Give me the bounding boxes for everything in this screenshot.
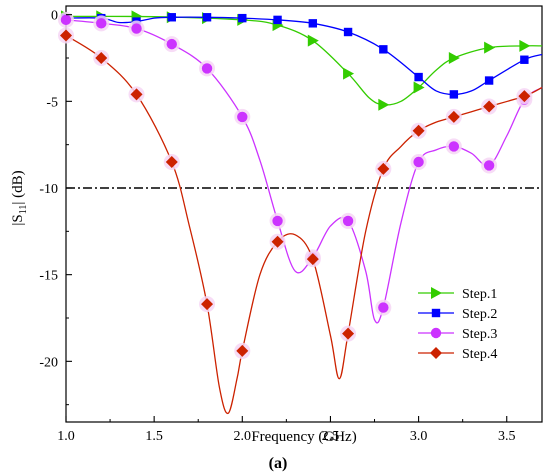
data-point <box>60 29 72 42</box>
plot-frame <box>65 5 543 423</box>
legend-marker <box>430 347 442 359</box>
data-point <box>271 235 284 248</box>
y-axis-title-tail: | (dB) <box>10 170 26 204</box>
data-point <box>378 302 389 313</box>
legend-marker <box>431 308 441 318</box>
data-point <box>483 100 496 113</box>
data-point <box>343 67 355 80</box>
legend-item-4: Step.4 <box>418 347 497 362</box>
data-point <box>166 38 177 50</box>
legend-marker <box>430 327 442 339</box>
data-point <box>201 298 214 311</box>
data-point <box>202 13 212 22</box>
x-tick-label: 3.0 <box>410 429 428 444</box>
x-tick-label: 2.0 <box>234 429 252 444</box>
legend-item-1: Step.1 <box>418 287 497 302</box>
data-point <box>484 41 496 54</box>
legend-item-2: Step.2 <box>418 307 497 322</box>
legend-label: Step.1 <box>462 287 497 302</box>
data-point <box>96 18 107 29</box>
data-point <box>308 19 318 28</box>
legend-marker <box>431 287 442 299</box>
data-point <box>413 156 424 168</box>
data-point <box>165 156 178 168</box>
y-axis-title-main: |S <box>10 214 26 225</box>
data-point <box>447 110 460 123</box>
plot-area <box>65 5 543 423</box>
data-point <box>307 34 319 47</box>
data-point <box>342 327 355 340</box>
data-point <box>483 160 495 171</box>
legend-item-3: Step.3 <box>418 327 497 342</box>
data-point <box>379 45 388 54</box>
y-tick-label: -15 <box>39 269 58 284</box>
legend-label: Step.4 <box>462 347 497 362</box>
data-point <box>237 111 248 123</box>
legend-label: Step.3 <box>462 327 497 342</box>
x-tick-label: 1.0 <box>57 429 75 444</box>
data-point <box>484 76 494 85</box>
y-tick-label: 0 <box>51 9 58 24</box>
figure-caption: (a) <box>269 455 288 472</box>
data-point <box>414 72 423 82</box>
data-point <box>273 15 282 25</box>
data-point <box>343 27 353 37</box>
x-tick-label: 1.5 <box>145 429 163 444</box>
data-point <box>377 162 390 175</box>
legend-label: Step.2 <box>462 307 497 322</box>
data-point <box>342 215 354 227</box>
data-point <box>519 39 531 52</box>
data-point <box>449 90 459 99</box>
x-tick-label: 2.5 <box>322 429 340 444</box>
data-point <box>413 81 425 94</box>
series-4 <box>58 27 543 415</box>
data-point <box>520 55 529 64</box>
y-tick-label: -10 <box>39 182 58 197</box>
y-axis-title: |S11| (dB) <box>10 170 29 225</box>
x-axis-title: Frequency (GHz) <box>251 429 356 445</box>
data-point <box>60 14 72 26</box>
data-point <box>236 344 249 357</box>
data-point <box>201 63 213 74</box>
data-point <box>306 253 319 266</box>
data-point <box>448 52 460 64</box>
y-tick-label: -20 <box>39 355 58 370</box>
y-axis-title-sub: 11 <box>18 205 29 215</box>
data-point <box>167 13 176 22</box>
data-point <box>130 88 143 101</box>
data-point <box>378 98 390 111</box>
data-point <box>131 23 142 34</box>
y-tick-label: -5 <box>46 95 58 110</box>
data-point <box>448 141 460 152</box>
legend: Step.1 Step.2 Step.3 Step.4 <box>418 287 497 362</box>
data-point <box>238 13 247 23</box>
axes-layer: 1.0 1.5 2.0 2.5 3.0 3.5 0 -5 -10 -15 -20 <box>39 9 515 444</box>
data-point <box>95 52 108 64</box>
x-tick-label: 3.5 <box>498 429 516 444</box>
data-point <box>272 215 283 227</box>
data-point <box>518 90 531 103</box>
series-layer <box>58 10 543 415</box>
data-point <box>412 124 425 137</box>
